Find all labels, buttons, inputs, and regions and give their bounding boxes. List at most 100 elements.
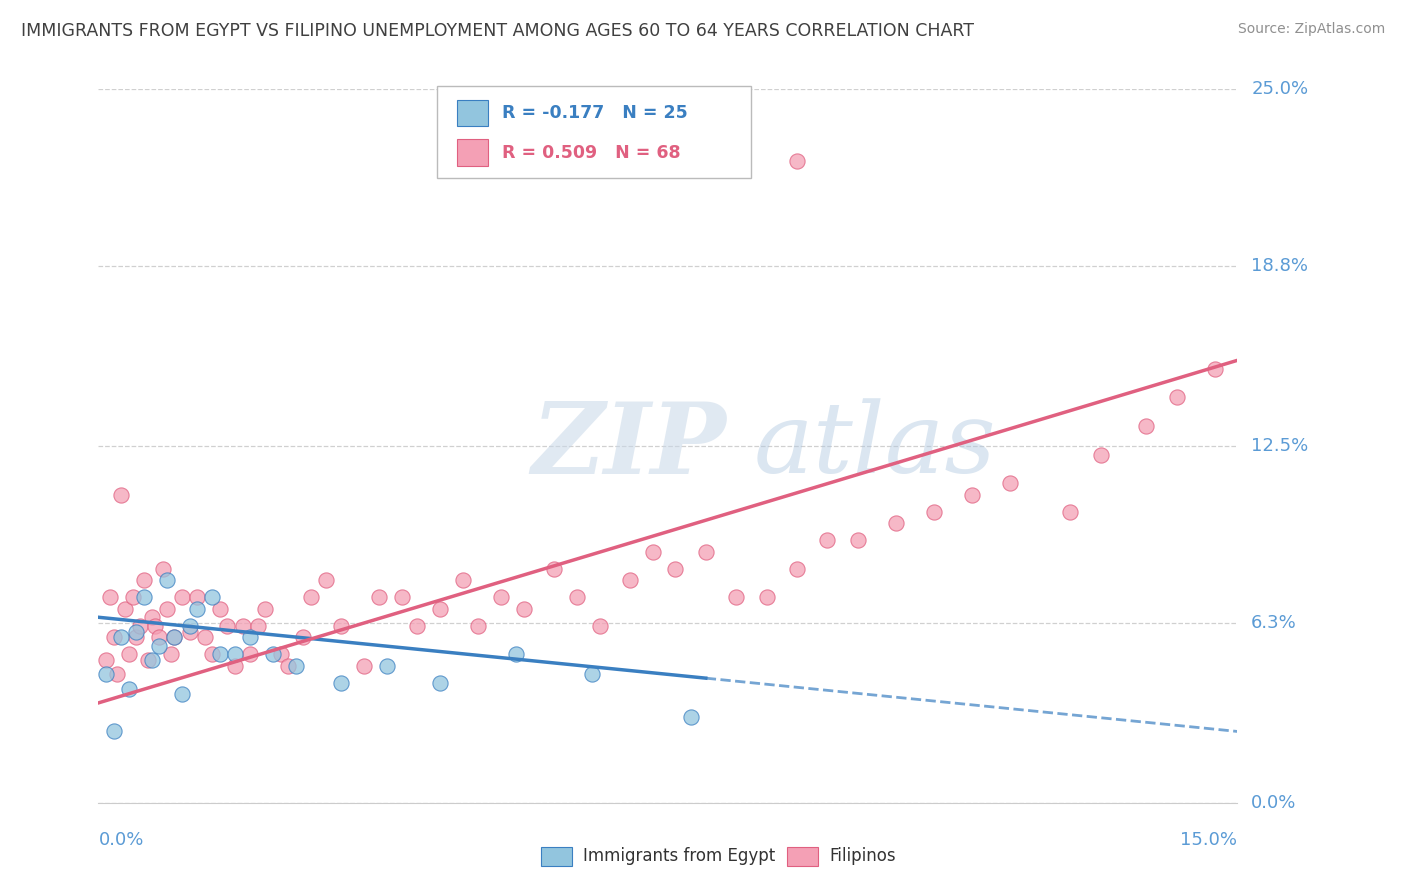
Point xyxy=(512,601,534,615)
Point xyxy=(132,591,155,605)
Point xyxy=(1059,505,1081,519)
Point xyxy=(132,573,155,587)
Point xyxy=(94,653,117,667)
Point xyxy=(489,591,512,605)
Point xyxy=(208,648,231,662)
Point xyxy=(467,619,489,633)
Text: 6.3%: 6.3% xyxy=(1251,614,1296,632)
Point xyxy=(94,667,117,681)
Point xyxy=(156,573,179,587)
Point xyxy=(156,601,179,615)
Point xyxy=(246,619,269,633)
Point xyxy=(505,648,527,662)
Point xyxy=(148,630,170,644)
Point xyxy=(330,619,353,633)
Point xyxy=(98,591,121,605)
Point xyxy=(960,487,983,501)
Point xyxy=(565,591,588,605)
Point xyxy=(375,658,398,673)
Point xyxy=(110,487,132,501)
Point xyxy=(141,653,163,667)
Text: 0.0%: 0.0% xyxy=(98,831,143,849)
Point xyxy=(152,562,174,576)
Text: Filipinos: Filipinos xyxy=(830,847,896,865)
Point xyxy=(815,533,838,548)
Point xyxy=(330,676,353,690)
Point xyxy=(755,591,778,605)
Point xyxy=(217,619,239,633)
Point xyxy=(186,601,208,615)
Text: R = 0.509   N = 68: R = 0.509 N = 68 xyxy=(502,144,681,161)
Text: 18.8%: 18.8% xyxy=(1251,257,1308,275)
Point xyxy=(170,687,193,701)
Point xyxy=(121,591,143,605)
Point xyxy=(619,573,641,587)
Point xyxy=(786,153,808,168)
Point xyxy=(679,710,702,724)
Point xyxy=(262,648,284,662)
Point xyxy=(163,630,186,644)
Point xyxy=(118,648,141,662)
Point xyxy=(179,619,201,633)
Point xyxy=(391,591,413,605)
Text: 15.0%: 15.0% xyxy=(1180,831,1237,849)
Point xyxy=(239,630,262,644)
Point xyxy=(129,619,152,633)
Point xyxy=(292,630,315,644)
Point xyxy=(208,601,231,615)
Point xyxy=(353,658,375,673)
Point xyxy=(406,619,429,633)
Point xyxy=(159,648,181,662)
Point xyxy=(179,624,201,639)
Point xyxy=(170,591,193,605)
Point xyxy=(581,667,603,681)
Point xyxy=(315,573,337,587)
Text: 0.0%: 0.0% xyxy=(1251,794,1296,812)
Point xyxy=(998,476,1021,491)
Point xyxy=(194,630,217,644)
Point xyxy=(125,630,148,644)
Point xyxy=(1090,448,1112,462)
Point xyxy=(107,667,129,681)
Point xyxy=(224,658,246,673)
Point xyxy=(186,591,208,605)
Point xyxy=(588,619,610,633)
Point xyxy=(232,619,254,633)
Point xyxy=(136,653,159,667)
Text: Immigrants from Egypt: Immigrants from Egypt xyxy=(583,847,776,865)
Point xyxy=(1166,391,1188,405)
Point xyxy=(277,658,299,673)
Point xyxy=(125,624,148,639)
Text: Source: ZipAtlas.com: Source: ZipAtlas.com xyxy=(1237,22,1385,37)
Point xyxy=(641,544,664,558)
Point xyxy=(429,601,451,615)
Point xyxy=(103,724,125,739)
Point xyxy=(786,562,808,576)
Point xyxy=(429,676,451,690)
Point xyxy=(201,648,224,662)
Text: 25.0%: 25.0% xyxy=(1251,80,1309,98)
Point xyxy=(846,533,869,548)
Point xyxy=(145,619,167,633)
Point xyxy=(163,630,186,644)
Text: IMMIGRANTS FROM EGYPT VS FILIPINO UNEMPLOYMENT AMONG AGES 60 TO 64 YEARS CORRELA: IMMIGRANTS FROM EGYPT VS FILIPINO UNEMPL… xyxy=(21,22,974,40)
Text: atlas: atlas xyxy=(754,399,995,493)
Point xyxy=(299,591,322,605)
Point xyxy=(1135,419,1157,434)
Point xyxy=(118,681,141,696)
Text: 12.5%: 12.5% xyxy=(1251,437,1309,455)
Point xyxy=(284,658,307,673)
Point xyxy=(110,630,132,644)
Point xyxy=(1204,362,1226,376)
Point xyxy=(664,562,686,576)
Point xyxy=(695,544,717,558)
Point xyxy=(884,516,907,530)
Point xyxy=(224,648,246,662)
Point xyxy=(114,601,136,615)
Point xyxy=(725,591,748,605)
Point xyxy=(270,648,292,662)
Point xyxy=(368,591,391,605)
Text: ZIP: ZIP xyxy=(531,398,725,494)
Point xyxy=(254,601,277,615)
Point xyxy=(141,610,163,624)
